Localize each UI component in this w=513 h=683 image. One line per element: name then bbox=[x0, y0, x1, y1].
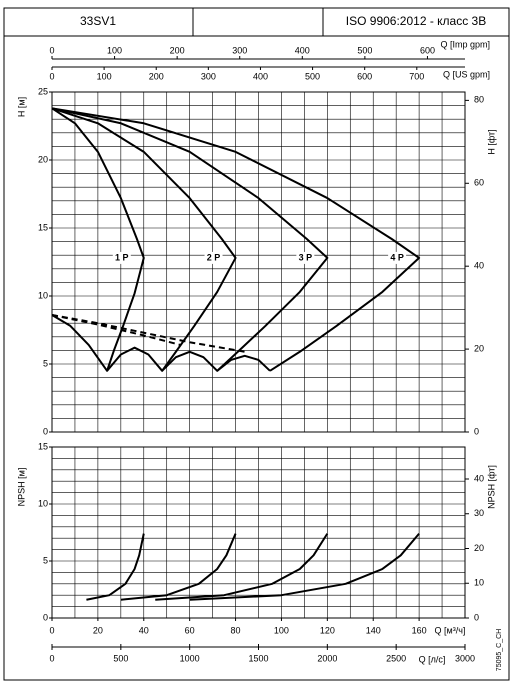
y-tick-label: 15 bbox=[38, 222, 48, 232]
x-tick-label: 600 bbox=[420, 45, 435, 55]
x-tick-label: 1000 bbox=[180, 653, 200, 663]
axis-label: Q [л/с] bbox=[419, 654, 446, 664]
y2-tick-label: 40 bbox=[474, 261, 484, 271]
curve bbox=[120, 533, 237, 601]
x-tick-label: 500 bbox=[357, 45, 372, 55]
curve bbox=[51, 107, 145, 372]
frame bbox=[3, 7, 510, 681]
x-tick-label: 120 bbox=[320, 625, 335, 635]
y2-axis-label: NPSH [фт] bbox=[486, 465, 496, 509]
y2-tick-label: 20 bbox=[474, 343, 484, 353]
y2-tick-label: 10 bbox=[474, 578, 484, 588]
x-tick-label: 100 bbox=[107, 45, 122, 55]
x-tick-label: 3000 bbox=[455, 653, 475, 663]
curve bbox=[86, 533, 145, 601]
y-tick-label: 10 bbox=[38, 290, 48, 300]
curve bbox=[51, 314, 271, 372]
y2-tick-label: 60 bbox=[474, 178, 484, 188]
x-tick-label: 140 bbox=[366, 625, 381, 635]
y2-tick-label: 40 bbox=[474, 473, 484, 483]
x-tick-label: 400 bbox=[253, 71, 268, 81]
label-bg bbox=[204, 251, 223, 264]
curve-label: 2 P bbox=[207, 252, 221, 262]
x-tick-label: 700 bbox=[409, 71, 424, 81]
x-tick-label: 100 bbox=[274, 625, 289, 635]
y-tick-label: 15 bbox=[38, 441, 48, 451]
x-tick-label: 100 bbox=[97, 71, 112, 81]
curve-label: 3 P bbox=[299, 252, 313, 262]
y-tick-label: 10 bbox=[38, 498, 48, 508]
y-tick-label: 0 bbox=[43, 612, 48, 622]
x-tick-label: 0 bbox=[49, 71, 54, 81]
x-tick-label: 600 bbox=[357, 71, 372, 81]
curve bbox=[51, 314, 245, 353]
x-tick-label: 300 bbox=[201, 71, 216, 81]
x-tick-label: 300 bbox=[232, 45, 247, 55]
x-tick-label: 500 bbox=[305, 71, 320, 81]
x-tick-label: 2000 bbox=[317, 653, 337, 663]
curve bbox=[51, 314, 181, 346]
x-tick-label: 0 bbox=[49, 625, 54, 635]
x-tick-label: 20 bbox=[93, 625, 103, 635]
x-tick-label: 0 bbox=[49, 653, 54, 663]
x-tick-label: 60 bbox=[185, 625, 195, 635]
curve-label: 1 P bbox=[115, 252, 129, 262]
curve bbox=[155, 533, 329, 601]
drawing-code: 75095_C_CH bbox=[496, 629, 503, 671]
x-tick-label: 400 bbox=[295, 45, 310, 55]
y-axis-label: H [м] bbox=[16, 97, 26, 117]
curve bbox=[51, 107, 237, 372]
y2-tick-label: 0 bbox=[474, 612, 479, 622]
model: 33SV1 bbox=[80, 14, 116, 28]
y2-axis-label: H [фт] bbox=[486, 129, 496, 154]
curve bbox=[51, 107, 329, 372]
curve bbox=[189, 532, 420, 601]
curve bbox=[51, 107, 421, 372]
x-tick-label: 0 bbox=[49, 45, 54, 55]
label-bg bbox=[296, 251, 315, 264]
y2-tick-label: 20 bbox=[474, 543, 484, 553]
y-tick-label: 0 bbox=[43, 426, 48, 436]
x-tick-label: 160 bbox=[412, 625, 427, 635]
x-axis-label: Q [м³/ч] bbox=[435, 625, 466, 635]
y-axis-label: NPSH [м] bbox=[16, 468, 26, 507]
x-tick-label: 200 bbox=[170, 45, 185, 55]
y-tick-label: 5 bbox=[43, 358, 48, 368]
x-tick-label: 2500 bbox=[386, 653, 406, 663]
label-bg bbox=[388, 251, 407, 264]
axis-label: Q [US gpm] bbox=[443, 69, 490, 79]
x-tick-label: 200 bbox=[149, 71, 164, 81]
standard: ISO 9906:2012 - класс 3B bbox=[346, 14, 486, 28]
x-tick-label: 1500 bbox=[248, 653, 268, 663]
y-tick-label: 20 bbox=[38, 154, 48, 164]
plot-border bbox=[51, 446, 466, 619]
x-tick-label: 80 bbox=[231, 625, 241, 635]
axis-label: Q [Imp gpm] bbox=[440, 39, 490, 49]
x-tick-label: 40 bbox=[139, 625, 149, 635]
x-tick-label: 500 bbox=[113, 653, 128, 663]
y2-tick-label: 30 bbox=[474, 508, 484, 518]
y-tick-label: 25 bbox=[38, 86, 48, 96]
y-tick-label: 5 bbox=[43, 555, 48, 565]
plot-border bbox=[51, 91, 466, 433]
curve-label: 4 P bbox=[390, 252, 404, 262]
y2-tick-label: 80 bbox=[474, 95, 484, 105]
label-bg bbox=[112, 251, 131, 264]
y2-tick-label: 0 bbox=[474, 426, 479, 436]
